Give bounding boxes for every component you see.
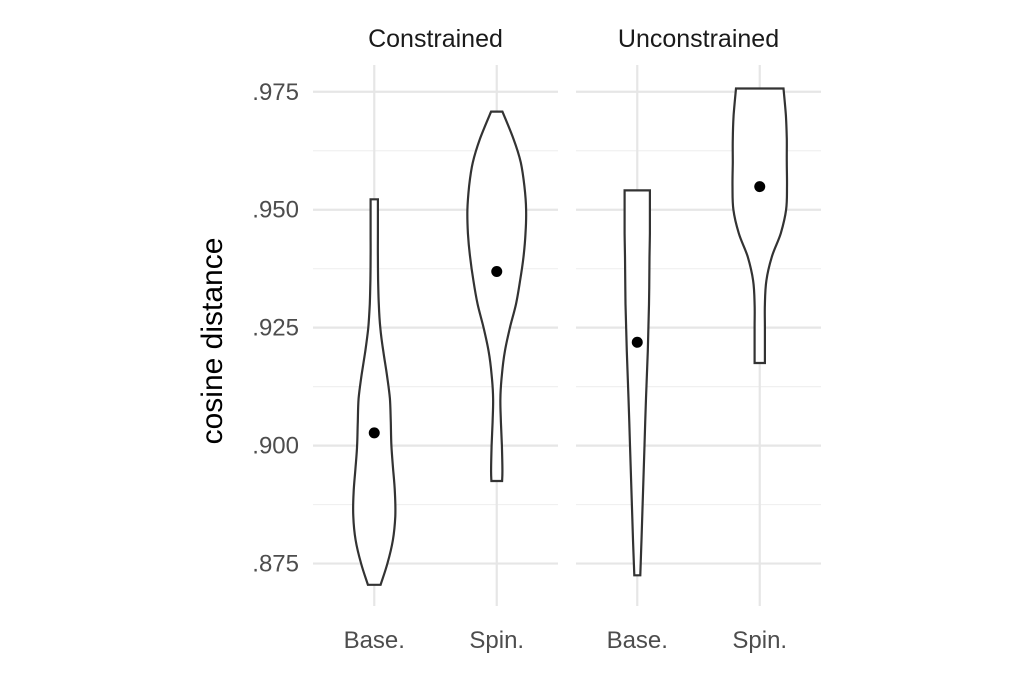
- x-tick-label: Base.: [607, 627, 668, 654]
- mean-point-unconstrained-spin: [754, 181, 766, 193]
- mean-point-constrained-base: [368, 427, 380, 439]
- facet-title-constrained: Constrained: [368, 25, 503, 53]
- facet-panel-1: Unconstrained Base. Spin.: [576, 25, 821, 654]
- y-tick-label: .875: [252, 551, 299, 578]
- mean-point-constrained-spin: [491, 266, 503, 278]
- facet-title-unconstrained: Unconstrained: [618, 25, 779, 53]
- mean-point-unconstrained-base: [631, 336, 643, 348]
- violin-unconstrained-base: [623, 189, 652, 577]
- x-tick-label: Spin.: [732, 627, 787, 654]
- y-tick-label: .900: [252, 433, 299, 460]
- violin-unconstrained-spin: [731, 87, 789, 365]
- y-axis-title: cosine distance: [196, 238, 229, 445]
- facet-panel-0: Constrained Base. Spin.: [313, 25, 558, 654]
- violin-constrained-base: [352, 198, 397, 586]
- x-tick-label: Base.: [344, 627, 405, 654]
- y-tick-label: .950: [252, 197, 299, 224]
- y-tick-label: .925: [252, 315, 299, 342]
- violin-constrained-spin: [466, 110, 528, 483]
- y-tick-label: .975: [252, 79, 299, 106]
- x-tick-label: Spin.: [469, 627, 524, 654]
